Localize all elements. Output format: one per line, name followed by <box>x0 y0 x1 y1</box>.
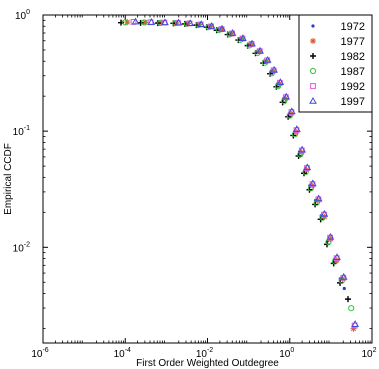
data-point <box>298 145 306 153</box>
legend-marker <box>311 24 315 28</box>
legend-label: 1997 <box>341 96 365 108</box>
data-point <box>313 199 320 206</box>
data-point <box>303 163 312 171</box>
data-point <box>131 17 140 25</box>
legend-label: 1977 <box>341 36 365 48</box>
data-point <box>320 209 329 217</box>
legend-label: 1992 <box>341 81 365 93</box>
legend-label: 1972 <box>341 21 365 33</box>
data-point <box>326 232 335 240</box>
data-point <box>124 19 131 26</box>
legend: 1972 1977 1982 1987 1992 1997 <box>298 14 373 113</box>
legend-item: 1997 <box>309 96 365 108</box>
data-point <box>333 253 341 261</box>
data-point <box>287 107 296 115</box>
data-point <box>137 19 144 26</box>
data-point <box>197 20 206 28</box>
data-point <box>282 92 291 100</box>
legend-marker <box>309 67 317 75</box>
legend-marker <box>310 53 316 59</box>
y-tick-label-base: 10 <box>13 243 25 254</box>
x-tick-label: 100 <box>279 347 294 360</box>
data-point <box>351 320 359 327</box>
x-axis-label: First Order Weighted Outdegree <box>136 358 279 369</box>
x-tick-label-base: 10 <box>114 349 126 360</box>
legend-label: 1982 <box>341 51 365 63</box>
data-point <box>279 99 286 106</box>
data-point <box>286 112 293 119</box>
x-tick-label-base: 10 <box>361 349 373 360</box>
data-point <box>331 258 339 265</box>
x-tick-label-base: 10 <box>31 349 43 360</box>
x-tick-label-base: 10 <box>196 349 208 360</box>
data-point <box>186 19 194 26</box>
data-point <box>306 186 313 193</box>
data-point <box>158 19 165 26</box>
x-tick-label: 10-6 <box>31 347 48 360</box>
legend-marker <box>310 38 316 44</box>
data-points <box>117 17 359 332</box>
data-point <box>142 19 149 26</box>
data-point <box>207 22 216 29</box>
data-point <box>147 18 156 25</box>
data-point <box>308 179 317 187</box>
legend-box <box>298 14 373 113</box>
x-tick-label: 10-4 <box>114 347 131 360</box>
data-point <box>248 39 256 47</box>
data-point <box>350 325 357 332</box>
data-point <box>300 170 307 177</box>
legend-label: 1987 <box>341 66 365 78</box>
y-tick-label-exponent: -1 <box>24 125 30 132</box>
y-tick-label: 10-1 <box>13 125 30 138</box>
series-1997 <box>131 17 359 327</box>
data-point <box>285 113 292 120</box>
x-tick-label-exponent: 2 <box>373 347 377 354</box>
data-point <box>276 78 285 85</box>
data-point <box>293 125 301 132</box>
x-tick-label-exponent: -6 <box>42 347 48 354</box>
legend-item: 1992 <box>310 81 365 93</box>
data-point <box>345 296 352 303</box>
y-tick-label-base: 10 <box>15 11 27 22</box>
legend-item: 1982 <box>310 51 365 63</box>
data-point <box>141 19 148 26</box>
data-point <box>290 132 297 139</box>
x-tick-label-exponent: -2 <box>207 347 213 354</box>
data-point <box>339 272 348 280</box>
y-tick-label-exponent: -2 <box>24 241 30 248</box>
data-point <box>218 24 226 32</box>
y-tick-label-base: 10 <box>13 127 25 138</box>
data-point <box>270 65 278 73</box>
x-tick-label-exponent: 0 <box>290 347 294 354</box>
legend-marker <box>310 83 316 89</box>
x-tick-label: 102 <box>361 347 376 360</box>
data-point <box>239 34 247 41</box>
legend-item: 1987 <box>309 66 365 78</box>
data-point <box>314 194 323 202</box>
data-point <box>295 153 302 160</box>
y-axis-label: Empirical CCDF <box>3 143 14 215</box>
x-tick-label-base: 10 <box>279 349 291 360</box>
data-point <box>256 46 264 54</box>
x-tick-label-exponent: -4 <box>125 347 131 354</box>
data-point <box>228 29 237 36</box>
data-point <box>219 26 226 33</box>
y-tick-label: 100 <box>15 9 30 22</box>
legend-item: 1977 <box>310 36 365 48</box>
data-point <box>263 55 272 63</box>
data-point <box>348 305 355 312</box>
data-point <box>174 18 183 26</box>
y-tick-label-exponent: 0 <box>26 9 30 16</box>
x-tick-label: 10-2 <box>196 347 213 360</box>
data-point <box>122 19 129 26</box>
data-point <box>342 286 346 291</box>
y-tick-label: 10-2 <box>13 241 30 254</box>
data-point <box>273 83 280 90</box>
data-point <box>161 18 169 26</box>
legend-item: 1972 <box>311 21 365 33</box>
legend-marker <box>309 96 317 104</box>
